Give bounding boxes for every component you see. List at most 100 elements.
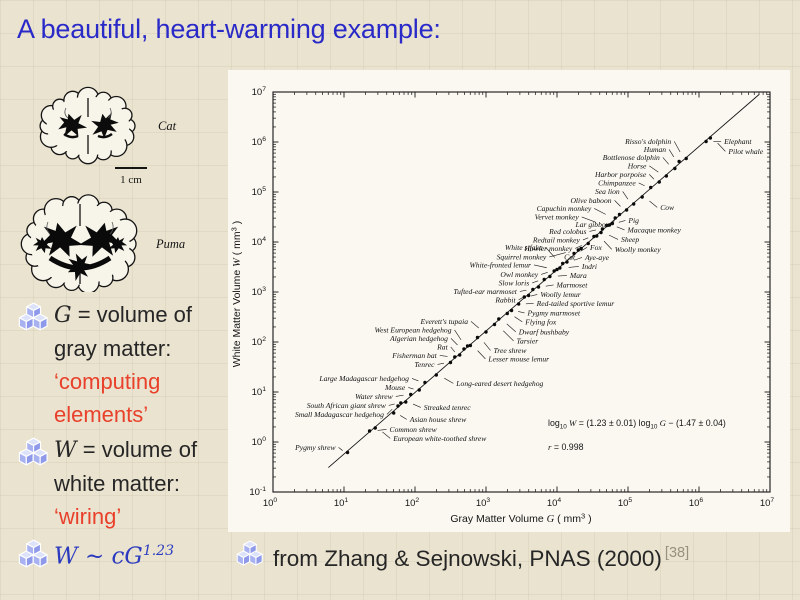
species-label: Indri [581, 262, 597, 271]
data-point [576, 248, 580, 252]
svg-text:103: 103 [476, 497, 491, 509]
label-leader [574, 257, 583, 261]
bullet-emphasis: ‘wiring’ [54, 504, 122, 529]
species-label: Flying fox [524, 318, 557, 327]
bullet-emphasis: ‘computing elements’ [54, 369, 161, 427]
data-point [531, 287, 535, 292]
label-leader [411, 378, 419, 382]
species-label: Tenrec [414, 360, 435, 369]
data-point [548, 274, 552, 279]
bullet-text: W = volume of white matter: ‘wiring’ [54, 433, 232, 533]
species-label: Rat [436, 343, 448, 352]
data-point [542, 277, 546, 282]
data-point [613, 216, 617, 220]
data-point [677, 159, 681, 164]
bullet-text: G = volume of gray matter: ‘computing el… [54, 298, 232, 431]
svg-text:103: 103 [252, 286, 267, 298]
species-label: Cat [564, 253, 576, 262]
label-leader [673, 141, 681, 153]
label-leader [382, 431, 391, 439]
data-point [673, 166, 677, 171]
species-label: Common shrew [390, 425, 438, 434]
label-leader [603, 240, 612, 250]
species-label: Small Madagascar hedgehog [295, 410, 384, 419]
data-point [572, 251, 576, 256]
species-label: Large Madagascar hedgehog [318, 374, 409, 383]
cubes-bullet-icon [18, 539, 48, 569]
data-point [684, 156, 688, 161]
data-point [592, 234, 596, 239]
species-label: Tree shrew [493, 346, 527, 355]
label-leader [477, 350, 486, 360]
label-leader [557, 275, 567, 277]
fit-equation: log10 W = (1.23 ± 0.01) log10 G − (1.47 … [548, 418, 726, 452]
label-leader [594, 208, 606, 215]
label-leader [649, 165, 659, 173]
data-point [536, 285, 541, 289]
species-label: Fisherman bat [391, 351, 437, 360]
scaling-formula: W ∼ cG1.23 [54, 535, 232, 574]
data-point [417, 388, 421, 392]
label-leader [616, 226, 625, 231]
label-leader [581, 216, 596, 223]
label-leader [454, 329, 462, 341]
label-leader [580, 247, 588, 252]
puma-label: Puma [155, 237, 185, 251]
species-label: Macaque monkey [627, 226, 682, 235]
citation: from Zhang & Sejnowski, PNAS (2000) [38] [236, 538, 689, 574]
species-label: Pig [627, 216, 639, 225]
species-label: Sheep [621, 235, 639, 244]
label-leader [662, 157, 669, 165]
label-leader [518, 296, 524, 301]
brain-sections-figure: Cat 1 cm Puma [20, 86, 185, 292]
label-leader [450, 346, 456, 353]
data-point [664, 174, 669, 178]
data-point [526, 293, 531, 298]
species-label: Redtail monkey [532, 236, 581, 245]
label-leader [717, 142, 726, 152]
label-leader [668, 149, 675, 158]
species-label: Elephant [723, 137, 752, 146]
species-label: Red-tailed sportive lemur [536, 299, 615, 308]
species-label: Risso's dolphin [624, 137, 671, 146]
data-point [468, 343, 473, 348]
bullet-white-matter: W = volume of white matter: ‘wiring’ [18, 433, 248, 533]
data-point [448, 360, 453, 365]
cat-label: Cat [158, 119, 177, 133]
svg-text:White Matter Volume W ( mm3 ): White Matter Volume W ( mm3 ) [229, 221, 243, 368]
citation-text: from Zhang & Sejnowski, PNAS (2000) [38] [273, 538, 689, 574]
data-point [396, 404, 400, 408]
data-point [708, 136, 713, 140]
data-point [373, 426, 377, 430]
label-leader [439, 355, 448, 357]
species-label: Slow loris [499, 279, 530, 288]
svg-text:105: 105 [618, 497, 633, 509]
species-label: Red colobus [548, 227, 586, 236]
figure-panel: 100 101 102 103 104 105 106 107 10-1 100 101 102 103… [228, 70, 790, 532]
label-leader [506, 323, 516, 333]
species-label: Pygmy shrew [294, 443, 336, 452]
species-label: Fox [589, 243, 602, 252]
brain-drawings [20, 86, 138, 292]
species-label: European white-toothed shrew [392, 434, 487, 443]
species-label: Woolly lemur [540, 290, 580, 299]
svg-text:102: 102 [252, 336, 267, 348]
data-point [560, 261, 565, 266]
label-leader [450, 338, 458, 346]
bullet-scaling-law: W ∼ cG1.23 [18, 535, 248, 574]
label-leader [545, 284, 554, 287]
label-leader [338, 447, 343, 451]
species-label: Rabbit [494, 296, 516, 305]
species-label: Chimpanzee [598, 179, 636, 188]
species-label: Water shrew [355, 392, 394, 401]
svg-text:102: 102 [405, 497, 420, 509]
data-point [552, 269, 556, 273]
species-label: Lar gibbon [575, 220, 610, 229]
data-point [595, 234, 599, 238]
label-leader [549, 252, 566, 258]
svg-text:r = 0.998: r = 0.998 [548, 442, 584, 452]
label-leader [386, 408, 393, 415]
svg-text:10-1: 10-1 [249, 486, 266, 498]
